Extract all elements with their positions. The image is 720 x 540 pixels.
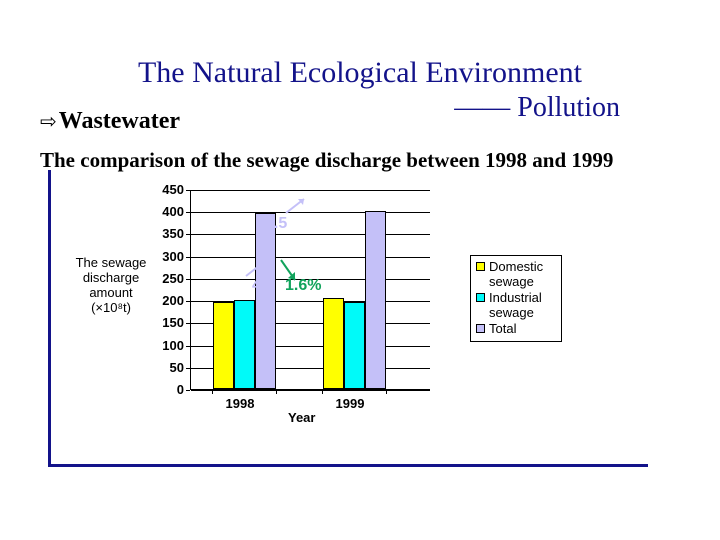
page-subtitle: —— Pollution <box>454 92 620 124</box>
y-tick-mark <box>186 368 190 369</box>
annotation-right-arrow-icon <box>275 258 301 286</box>
legend-label: Total <box>489 322 516 337</box>
y-tick-label: 200 <box>154 293 184 308</box>
legend-item: Domesticsewage <box>476 260 556 290</box>
y-tick-label: 400 <box>154 204 184 219</box>
annotation-left-arrow-icon <box>244 258 270 280</box>
y-tick-mark <box>186 257 190 258</box>
gridline <box>191 190 430 191</box>
annotation-top-arrow-icon <box>284 195 310 217</box>
bar <box>255 213 276 389</box>
y-tick-mark <box>186 212 190 213</box>
bar <box>234 300 255 389</box>
legend-swatch <box>476 324 485 333</box>
x-tick-label: 1999 <box>336 396 365 411</box>
legend: DomesticsewageIndustrialsewageTotal <box>470 255 562 342</box>
bar <box>344 302 365 389</box>
x-axis-title: Year <box>288 410 315 425</box>
y-tick-mark <box>186 301 190 302</box>
x-tick-label: 1998 <box>226 396 255 411</box>
title-text: The Natural Ecological Environment <box>138 56 582 89</box>
y-tick-label: 50 <box>154 360 184 375</box>
y-tick-mark <box>186 390 190 391</box>
y-tick-label: 450 <box>154 182 184 197</box>
y-tick-label: 250 <box>154 271 184 286</box>
x-tick-mark <box>386 390 387 394</box>
footer-vertical-line <box>48 170 51 466</box>
y-tick-label: 0 <box>154 382 184 397</box>
gridline <box>191 234 430 235</box>
legend-swatch <box>476 293 485 302</box>
arrow-bullet-icon: ⇨ <box>40 109 51 134</box>
x-tick-mark <box>276 390 277 394</box>
legend-item: Total <box>476 322 556 337</box>
section-label: Wastewater <box>59 108 180 134</box>
gridline <box>191 390 430 391</box>
y-tick-label: 100 <box>154 338 184 353</box>
legend-label: Domesticsewage <box>489 260 543 290</box>
x-tick-mark <box>212 390 213 394</box>
y-tick-mark <box>186 190 190 191</box>
y-axis-title: The sewage discharge amount (×10⁸t) <box>70 255 152 315</box>
gridline <box>191 257 430 258</box>
bar <box>213 302 234 389</box>
section-row: ⇨ Wastewater <box>40 108 180 135</box>
y-tick-label: 350 <box>154 226 184 241</box>
x-tick-mark <box>322 390 323 394</box>
footer-horizontal-line <box>48 464 648 467</box>
legend-swatch <box>476 262 485 271</box>
y-tick-label: 150 <box>154 315 184 330</box>
y-tick-mark <box>186 279 190 280</box>
y-tick-mark <box>186 323 190 324</box>
gridline <box>191 212 430 213</box>
chart-heading: The comparison of the sewage discharge b… <box>40 148 613 173</box>
legend-item: Industrialsewage <box>476 291 556 321</box>
y-tick-mark <box>186 346 190 347</box>
bar <box>323 298 344 389</box>
legend-label: Industrialsewage <box>489 291 542 321</box>
page-title: The Natural Ecological Environment <box>0 56 720 90</box>
chart-container: The sewage discharge amount (×10⁸t) 0 50 1… <box>70 185 630 445</box>
bar <box>365 211 386 389</box>
annotation-top: 1.5 <box>265 215 287 233</box>
y-tick-label: 300 <box>154 249 184 264</box>
y-tick-mark <box>186 234 190 235</box>
